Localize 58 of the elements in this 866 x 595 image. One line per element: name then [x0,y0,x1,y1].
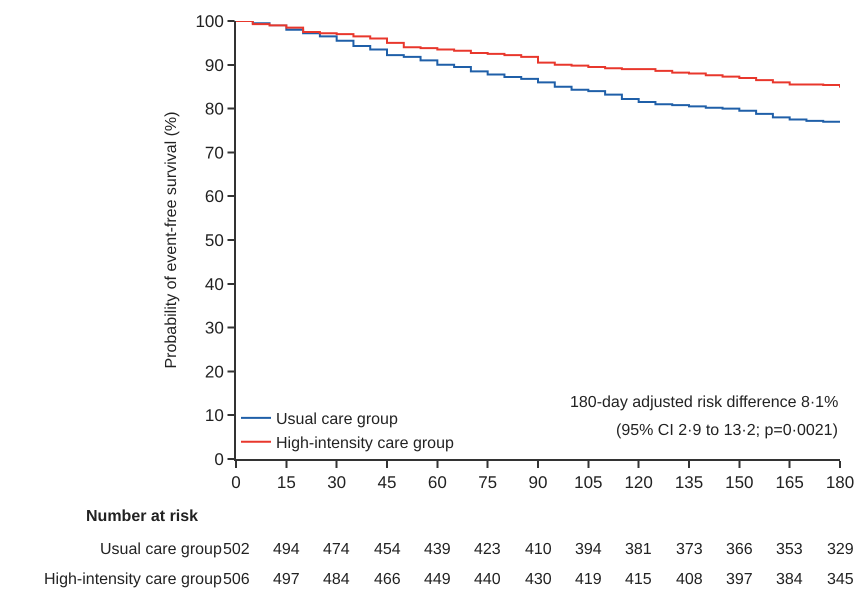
text: 506 [223,571,250,588]
y-tick-label: 30 [204,318,224,338]
text: 466 [374,571,401,588]
text: Number at risk [86,508,198,525]
text: 454 [374,541,401,558]
y-tick-label: 40 [204,274,224,294]
x-tick-label: 105 [574,473,603,492]
y-tick-label: 50 [204,230,224,250]
text: 329 [827,541,854,558]
x-tick-label: 120 [624,473,653,492]
text: 449 [424,571,451,588]
text: 415 [625,571,652,588]
text: 381 [625,541,652,558]
text: 397 [726,571,753,588]
x-tick-label: 180 [826,473,854,492]
x-tick-label: 90 [528,473,548,492]
annotation: 180-day adjusted risk difference 8·1% [570,394,838,411]
text: 410 [525,541,552,558]
y-axis-title: Probability of event-free survival (%) [162,112,180,368]
legend-label: Usual care group [276,411,398,428]
y-tick-label: 100 [195,12,224,31]
text: 497 [273,571,300,588]
x-tick-label: 60 [428,473,447,492]
text: 439 [424,541,451,558]
text: 345 [827,571,854,588]
text: 494 [273,541,300,558]
text: 366 [726,541,753,558]
text: 408 [676,571,703,588]
text: 419 [575,571,602,588]
x-tick-label: 135 [674,473,704,492]
text: 353 [776,541,803,558]
annotation: (95% CI 2·9 to 13·2; p=0·0021) [616,422,838,439]
x-tick-label: 75 [478,473,498,492]
y-tick-label: 70 [204,143,224,162]
x-tick-label: 15 [276,473,296,492]
x-tick-label: 30 [327,473,346,492]
y-tick-label: 20 [204,362,224,382]
y-tick-label: 80 [204,100,224,119]
text: 373 [676,541,703,558]
text: 423 [474,541,501,558]
text: 394 [575,541,602,558]
text: High-intensity care group [44,571,222,588]
text: Usual care group [100,541,222,558]
y-tick-label: 90 [204,56,224,75]
x-tick-label: 0 [231,473,241,492]
text: 484 [323,571,350,588]
y-tick-label: 60 [204,187,224,206]
text: 430 [525,571,552,588]
x-tick-label: 165 [775,473,804,492]
x-tick-label: 45 [378,473,396,492]
legend-label: High-intensity care group [276,434,454,452]
y-tick-label: 0 [214,450,224,469]
text: 474 [323,541,350,558]
text: 440 [474,571,501,588]
text: 384 [776,571,803,588]
text: 502 [223,541,250,558]
y-tick-label: 10 [204,406,224,426]
x-tick-label: 150 [725,473,754,492]
